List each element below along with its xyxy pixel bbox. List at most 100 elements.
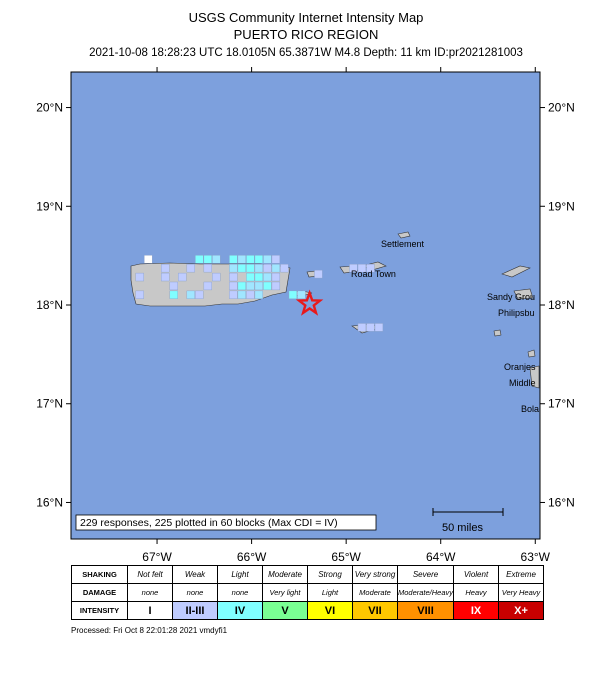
cdi-block bbox=[203, 281, 212, 291]
cdi-block bbox=[357, 264, 367, 273]
lat-label: 20°N bbox=[548, 101, 575, 115]
lat-labels-left: 20°N 19°N 18°N 17°N 16°N bbox=[36, 101, 63, 510]
legend-cell: Not felt bbox=[127, 565, 173, 584]
cdi-block bbox=[357, 323, 367, 332]
lon-label: 67°W bbox=[142, 550, 172, 564]
lat-label: 17°N bbox=[36, 397, 63, 411]
legend-cell: Extreme bbox=[498, 565, 545, 584]
lat-label: 17°N bbox=[548, 397, 575, 411]
cdi-block bbox=[246, 255, 255, 264]
place-label-middle-island: Middle bbox=[509, 378, 536, 388]
place-label-settlement: Settlement bbox=[381, 239, 425, 249]
lon-label: 66°W bbox=[237, 550, 267, 564]
cdi-block bbox=[229, 264, 238, 273]
st-kitts-island bbox=[529, 365, 540, 389]
legend-cell: X+ bbox=[498, 601, 545, 620]
legend-row-damage: DAMAGE none none none Very light Light Moderat… bbox=[71, 583, 545, 602]
cdi-block bbox=[246, 272, 255, 282]
legend-cell: Severe bbox=[396, 565, 455, 584]
lon-label: 65°W bbox=[331, 550, 361, 564]
cdi-block bbox=[271, 264, 281, 273]
place-label-oranjestad: Oranjes bbox=[504, 362, 536, 372]
cdi-block bbox=[195, 255, 204, 264]
st-eustatius-island bbox=[527, 349, 536, 358]
cdi-block bbox=[195, 290, 204, 299]
legend-cell: Violent bbox=[453, 565, 500, 584]
lon-labels: 67°W 66°W 65°W 64°W 63°W bbox=[142, 550, 550, 564]
lat-label: 20°N bbox=[36, 101, 63, 115]
legend-cell: Very strong bbox=[352, 565, 398, 584]
legend-row-header: INTENSITY bbox=[71, 601, 128, 620]
cdi-block bbox=[246, 264, 255, 273]
legend-cell: Light bbox=[307, 583, 353, 602]
lon-label: 64°W bbox=[426, 550, 456, 564]
cdi-block bbox=[271, 255, 281, 264]
cdi-block bbox=[254, 290, 264, 299]
cdi-block bbox=[271, 281, 281, 291]
cdi-block bbox=[203, 255, 212, 264]
map-title: USGS Community Internet Intensity Map bbox=[188, 10, 424, 25]
cdi-block bbox=[254, 264, 264, 273]
cdi-block bbox=[263, 281, 272, 291]
legend-cell: II-III bbox=[172, 601, 218, 620]
legend-cell: Moderate bbox=[262, 565, 308, 584]
cdi-block bbox=[178, 272, 187, 282]
legend-cell: I bbox=[127, 601, 173, 620]
cdi-block bbox=[237, 290, 247, 299]
cdi-block bbox=[229, 255, 238, 264]
cdi-block bbox=[349, 264, 358, 273]
st-martin-island bbox=[513, 288, 534, 300]
cdi-block bbox=[135, 272, 144, 282]
lat-label: 18°N bbox=[36, 298, 63, 312]
lat-label: 18°N bbox=[548, 298, 575, 312]
place-labels: Settlement Road Town Sandy Grou Philipsb… bbox=[351, 239, 539, 414]
cdi-block bbox=[271, 272, 281, 282]
legend-cell: Moderate bbox=[352, 583, 398, 602]
lat-labels-right: 20°N 19°N 18°N 17°N 16°N bbox=[548, 101, 575, 510]
cdi-block bbox=[263, 264, 272, 273]
cdi-block bbox=[263, 255, 272, 264]
stats-box: 229 responses, 225 plotted in 60 blocks … bbox=[75, 514, 377, 531]
lon-label: 63°W bbox=[521, 550, 551, 564]
legend-cell: Weak bbox=[172, 565, 218, 584]
lat-label: 16°N bbox=[36, 495, 63, 509]
legend-cell: IV bbox=[217, 601, 263, 620]
cdi-block bbox=[366, 264, 375, 273]
cdi-block bbox=[280, 264, 289, 273]
legend-cell: Moderate/Heavy bbox=[396, 583, 455, 602]
cdi-block bbox=[229, 281, 238, 291]
cdi-block bbox=[237, 255, 247, 264]
legend-cell: V bbox=[262, 601, 308, 620]
cdi-block bbox=[186, 290, 195, 299]
place-label-road-town: Road Town bbox=[351, 269, 396, 279]
cdi-block bbox=[186, 264, 195, 273]
cdi-blocks bbox=[135, 255, 384, 332]
lat-label: 19°N bbox=[36, 199, 63, 213]
cdi-block bbox=[229, 272, 238, 282]
cdi-block bbox=[288, 290, 298, 299]
cdi-block bbox=[212, 255, 221, 264]
anegada-island bbox=[397, 231, 411, 239]
cdi-block bbox=[246, 281, 255, 291]
legend-cell: IX bbox=[453, 601, 500, 620]
scale-label: 50 miles bbox=[442, 522, 483, 534]
legend-cell: none bbox=[127, 583, 173, 602]
cdi-block bbox=[254, 281, 264, 291]
cdi-block bbox=[246, 290, 255, 299]
legend-cell: Very light bbox=[262, 583, 308, 602]
cdi-block bbox=[169, 281, 178, 291]
cdi-block bbox=[203, 264, 212, 273]
cdi-block bbox=[263, 272, 272, 282]
stats-label: 229 responses, 225 plotted in 60 blocks … bbox=[80, 517, 338, 529]
legend-cell: Strong bbox=[307, 565, 353, 584]
legend-cell: Light bbox=[217, 565, 263, 584]
cdi-block bbox=[366, 323, 375, 332]
cdi-block bbox=[135, 290, 144, 299]
legend-cell: VIII bbox=[396, 601, 455, 620]
cdi-block bbox=[144, 255, 153, 264]
cdi-block bbox=[161, 272, 170, 282]
cdi-block bbox=[254, 272, 264, 282]
lat-label: 16°N bbox=[548, 495, 575, 509]
scale-bar: 50 miles bbox=[432, 508, 504, 534]
